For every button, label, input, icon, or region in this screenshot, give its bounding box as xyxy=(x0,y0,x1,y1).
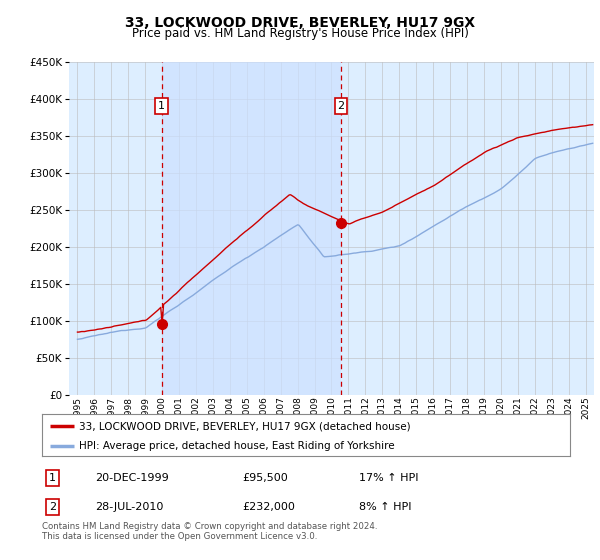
Bar xyxy=(161,62,341,395)
Text: 2: 2 xyxy=(49,502,56,512)
Text: £95,500: £95,500 xyxy=(242,473,289,483)
Text: 20-DEC-1999: 20-DEC-1999 xyxy=(95,473,169,483)
Text: 33, LOCKWOOD DRIVE, BEVERLEY, HU17 9GX: 33, LOCKWOOD DRIVE, BEVERLEY, HU17 9GX xyxy=(125,16,475,30)
Text: 8% ↑ HPI: 8% ↑ HPI xyxy=(359,502,412,512)
Text: Contains HM Land Registry data © Crown copyright and database right 2024.
This d: Contains HM Land Registry data © Crown c… xyxy=(42,522,377,542)
Text: £232,000: £232,000 xyxy=(242,502,296,512)
Text: 17% ↑ HPI: 17% ↑ HPI xyxy=(359,473,418,483)
Text: 28-JUL-2010: 28-JUL-2010 xyxy=(95,502,163,512)
Text: 2: 2 xyxy=(337,101,344,111)
Text: 1: 1 xyxy=(49,473,56,483)
Text: 1: 1 xyxy=(158,101,165,111)
Text: Price paid vs. HM Land Registry's House Price Index (HPI): Price paid vs. HM Land Registry's House … xyxy=(131,27,469,40)
Text: HPI: Average price, detached house, East Riding of Yorkshire: HPI: Average price, detached house, East… xyxy=(79,441,395,451)
Text: 33, LOCKWOOD DRIVE, BEVERLEY, HU17 9GX (detached house): 33, LOCKWOOD DRIVE, BEVERLEY, HU17 9GX (… xyxy=(79,421,410,431)
